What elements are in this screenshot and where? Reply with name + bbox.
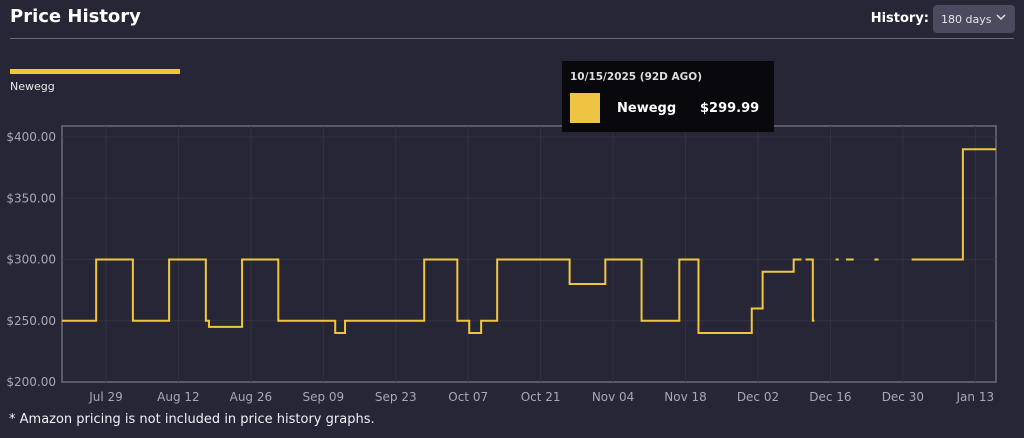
legend-label-newegg[interactable]: Newegg <box>10 80 55 93</box>
chart-tooltip: 10/15/2025 (92D AGO) Newegg $299.99 <box>562 61 774 132</box>
history-select[interactable]: 180 days <box>933 5 1015 33</box>
y-tick-label: $200.00 <box>6 375 56 389</box>
tooltip-store: Newegg <box>617 101 677 116</box>
y-tick-label: $250.00 <box>6 314 56 328</box>
series-line-newegg <box>62 148 996 334</box>
x-tick-label: Dec 30 <box>882 390 924 404</box>
x-tick-label: Oct 21 <box>521 390 561 404</box>
tooltip-swatch <box>570 93 600 123</box>
x-tick-label: Dec 02 <box>737 390 779 404</box>
y-tick-label: $350.00 <box>6 191 56 205</box>
x-tick-label: Aug 26 <box>230 390 273 404</box>
x-tick-label: Jan 13 <box>956 390 995 404</box>
x-tick-label: Aug 12 <box>157 390 200 404</box>
plot-frame <box>61 125 997 383</box>
y-tick-label: $400.00 <box>6 130 56 144</box>
history-label: History: <box>870 11 929 26</box>
x-tick-label: Jul 29 <box>88 390 123 404</box>
x-tick-label: Sep 23 <box>375 390 417 404</box>
legend-swatch-newegg[interactable] <box>10 69 180 74</box>
x-tick-label: Nov 18 <box>664 390 707 404</box>
tooltip-price: $299.99 <box>700 101 760 116</box>
x-tick-label: Sep 09 <box>302 390 344 404</box>
page-title: Price History <box>10 6 141 27</box>
footnote: * Amazon pricing is not included in pric… <box>9 412 375 427</box>
x-tick-label: Oct 07 <box>448 390 488 404</box>
history-select-value: 180 days <box>941 12 992 26</box>
chevron-down-icon <box>995 12 1007 25</box>
x-tick-label: Nov 04 <box>592 390 635 404</box>
x-tick-label: Dec 16 <box>809 390 851 404</box>
tooltip-date: 10/15/2025 (92D AGO) <box>570 71 703 83</box>
y-tick-label: $300.00 <box>6 253 56 267</box>
header-divider <box>10 38 1014 39</box>
